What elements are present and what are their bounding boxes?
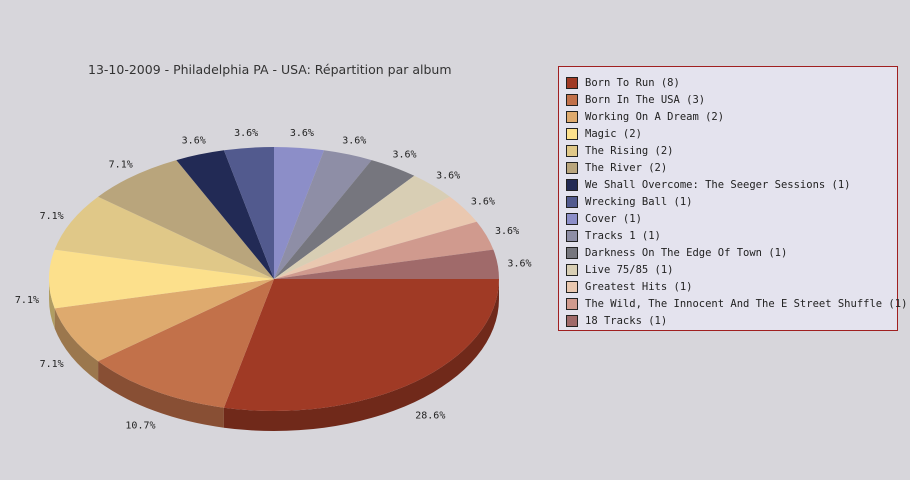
pie-slice-5 — [98, 160, 274, 279]
pie-slice-2 — [54, 279, 274, 362]
legend-label: Working On A Dream (2) — [585, 110, 725, 123]
pie-slice-3 — [48, 249, 275, 309]
legend-label: 18 Tracks (1) — [585, 314, 668, 327]
legend-swatch — [566, 229, 578, 242]
pie-slice-12 — [274, 196, 477, 279]
legend-label: Born To Run (8) — [585, 76, 680, 89]
legend-swatch — [566, 110, 578, 123]
legend-label: Wrecking Ball (1) — [585, 195, 693, 208]
legend-item: Wrecking Ball (1) — [566, 193, 897, 210]
legend-swatch — [566, 195, 578, 208]
legend-swatch — [566, 212, 578, 225]
legend-swatch — [566, 280, 578, 293]
legend-swatch — [566, 161, 578, 174]
slice-pct-label: 3.6% — [392, 150, 416, 161]
legend-item: The River (2) — [566, 159, 897, 176]
pie-side-0 — [223, 279, 499, 431]
legend-swatch — [566, 246, 578, 259]
pie-slice-9 — [274, 150, 372, 279]
legend-swatch — [566, 297, 578, 310]
legend-label: The Rising (2) — [585, 144, 674, 157]
legend-item: Darkness On The Edge Of Town (1) — [566, 244, 897, 261]
slice-pct-label: 7.1% — [40, 359, 64, 370]
legend-label: The River (2) — [585, 161, 668, 174]
pie-side-3 — [49, 279, 55, 329]
pie-slice-8 — [274, 147, 325, 279]
legend-swatch — [566, 127, 578, 140]
slice-pct-label: 7.1% — [109, 159, 133, 170]
pie-slice-0 — [223, 279, 499, 412]
pie-slice-4 — [54, 196, 274, 279]
slice-pct-label: 3.6% — [290, 128, 314, 139]
legend-item: Greatest Hits (1) — [566, 278, 897, 295]
pie-labels: 28.6% 10.7% 7.1% 7.1% 7.1% 7.1% 3.6% 3.6% 3.6% 3.… — [15, 128, 532, 431]
legend-swatch — [566, 76, 578, 89]
legend-swatch — [566, 263, 578, 276]
legend-item: Working On A Dream (2) — [566, 108, 897, 125]
pie-side-1 — [98, 361, 224, 428]
legend-item: Born To Run (8) — [566, 74, 897, 91]
slice-pct-label: 3.6% — [342, 135, 366, 146]
pie-slice-10 — [274, 160, 415, 279]
legend-item: Born In The USA (3) — [566, 91, 897, 108]
legend-item: Cover (1) — [566, 210, 897, 227]
legend-label: Live 75/85 (1) — [585, 263, 674, 276]
slice-pct-label: 7.1% — [40, 211, 64, 222]
slice-pct-label: 3.6% — [182, 135, 206, 146]
slice-pct-label: 3.6% — [495, 226, 519, 237]
legend-item: Live 75/85 (1) — [566, 261, 897, 278]
slice-pct-label: 7.1% — [15, 295, 39, 306]
legend-item: The Wild, The Innocent And The E Street … — [566, 295, 907, 312]
legend-label: Tracks 1 (1) — [585, 229, 661, 242]
legend-label: The Wild, The Innocent And The E Street … — [585, 297, 908, 310]
legend-label: We Shall Overcome: The Seeger Sessions (… — [585, 178, 851, 191]
chart-title: 13-10-2009 - Philadelphia PA - USA: Répa… — [88, 62, 452, 77]
slice-pct-label: 28.6% — [415, 411, 445, 422]
legend-swatch — [566, 178, 578, 191]
slice-pct-label: 3.6% — [234, 128, 258, 139]
legend-item: Magic (2) — [566, 125, 897, 142]
legend-item: The Rising (2) — [566, 142, 897, 159]
legend-label: Magic (2) — [585, 127, 642, 140]
slice-pct-label: 10.7% — [125, 420, 155, 431]
legend-swatch — [566, 93, 578, 106]
legend-label: Greatest Hits (1) — [585, 280, 693, 293]
legend-label: Cover (1) — [585, 212, 642, 225]
pie-slice-11 — [274, 175, 450, 279]
legend: Born To Run (8) Born In The USA (3) Workin… — [558, 66, 907, 331]
pie-top — [48, 147, 499, 412]
slice-pct-label: 3.6% — [471, 196, 495, 207]
legend-label: Darkness On The Edge Of Town (1) — [585, 246, 788, 259]
legend-label: Born In The USA (3) — [585, 93, 706, 106]
legend-swatch — [566, 314, 578, 327]
pie-slice-6 — [176, 150, 274, 279]
legend-item: 18 Tracks (1) — [566, 312, 897, 329]
pie-side-2 — [54, 308, 99, 382]
pie-sides — [49, 279, 499, 431]
slice-pct-label: 3.6% — [507, 258, 531, 269]
legend-item: We Shall Overcome: The Seeger Sessions (… — [566, 176, 897, 193]
legend-item: Tracks 1 (1) — [566, 227, 897, 244]
pie-slice-13 — [274, 221, 494, 279]
legend-swatch — [566, 144, 578, 157]
pie-slice-1 — [98, 279, 274, 408]
pie-slice-14 — [274, 249, 499, 279]
pie-slice-7 — [223, 147, 274, 279]
slice-pct-label: 3.6% — [436, 170, 460, 181]
